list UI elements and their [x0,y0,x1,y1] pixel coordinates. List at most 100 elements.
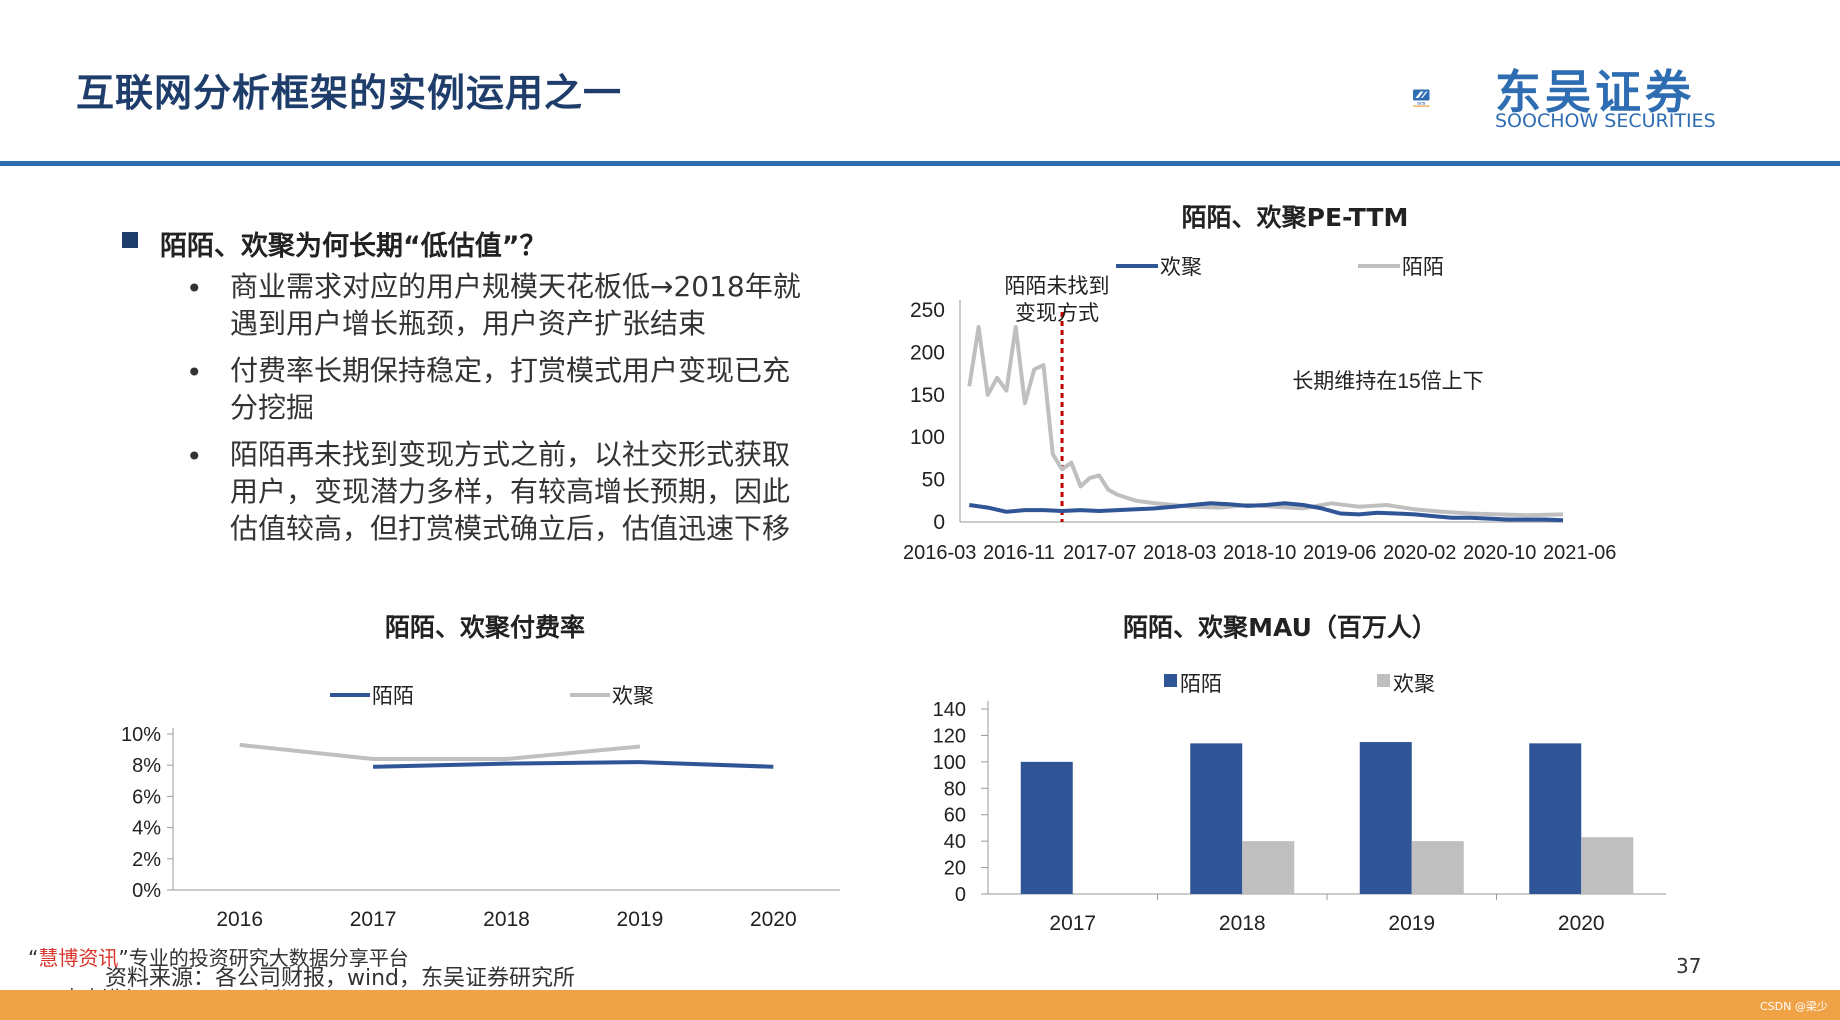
watermark-line-1: “慧博资讯”专业的投资研究大数据分享平台 [28,942,409,971]
payrate-series-line-huanju [239,742,641,761]
bullet-dot-icon: • [186,356,203,389]
payrate-y-tick-label: 2% [132,849,161,871]
logo-mark: SCS [1413,89,1430,107]
pe-legend-label: 陌陌 [1402,256,1444,279]
mau-y-tick-label: 60 [944,805,966,827]
bullet-2-line-1: 付费率长期保持稳定，打赏模式用户变现已充 [230,354,791,387]
pe-y-tick-label: 100 [910,426,945,449]
mau-y-tick-label: 0 [955,884,966,906]
mau-axes: 0 20 40 60 80 100 120 140 2017 2018 2019 2020 [933,699,1666,935]
mau-bar-momo-2020 [1529,743,1582,894]
logo-mark-text: SCS [1417,101,1426,106]
payrate-y-tick-label: 0% [132,880,161,902]
bullet-3-line-1: 陌陌再未找到变现方式之前，以社交形式获取 [230,438,791,471]
mau-bar-momo-2019 [1359,742,1412,894]
logo-name-cn: 东吴证券 [1495,65,1695,119]
payrate-y-tick-label: 6% [132,786,161,808]
header-divider [0,161,1840,166]
pe-legend-label: 欢聚 [1160,256,1202,279]
payrate-legend-label: 欢聚 [612,685,654,708]
payrate-y-tick-label: 4% [132,818,161,840]
pe-legend: 欢聚 陌陌 [1116,256,1444,279]
payrate-x-tick-label: 2019 [617,908,664,931]
watermark-tagline: ”专业的投资研究大数据分享平台 [118,946,409,970]
payrate-chart-title: 陌陌、欢聚付费率 [384,613,585,642]
payrate-x-tick-label: 2016 [216,908,263,931]
pe-x-tick-label: 2020-02 [1383,542,1456,564]
bullet-2-line-2: 分挖掘 [230,391,315,424]
pe-x-tick-label: 2020-10 [1463,542,1536,564]
payrate-chart: 陌陌 欢聚 0% 2% 4% 6% 8% 10% 2016 2017 2018 2019 2020 [121,685,840,931]
mau-y-tick-label: 40 [944,831,966,853]
watermark-quote-open: “ [28,946,39,970]
mau-y-tick-label: 80 [944,778,966,800]
pe-series [967,325,1564,523]
bullet-dot-icon: • [186,272,203,305]
pe-annotation-left-line-2: 变现方式 [1015,302,1099,325]
mau-bar-momo-2017 [1020,761,1073,894]
payrate-y-tick-label: 10% [121,724,161,746]
bullet-3: 陌陌再未找到变现方式之前，以社交形式获取 用户，变现潜力多样，有较高增长预期，因… [230,436,870,547]
pe-axes: 0 50 100 150 200 250 2016-03 2016-11 2017-07 2018… [903,299,1616,564]
pe-x-tick-label: 2016-03 [903,542,976,564]
mau-x-tick-label: 2017 [1049,912,1096,935]
mau-y-tick-label: 120 [933,725,966,747]
bullet-2: 付费率长期保持稳定，打赏模式用户变现已充 分挖掘 [230,352,870,426]
footer-bar [0,990,1840,1020]
mau-bar-huanju-2019 [1411,841,1464,894]
source-note: 资料来源：各公司财报，wind，东吴证券研究所 [105,966,576,991]
bullet-3-line-3: 估值较高，但打赏模式确立后，估值迅速下移 [230,512,791,545]
mau-chart-title: 陌陌、欢聚MAU（百万人） [1123,613,1437,642]
mau-legend-swatch [1164,674,1177,687]
bullet-3-line-2: 用户，变现潜力多样，有较高增长预期，因此 [230,475,791,508]
csdn-credit: CSDN @梁少 [1760,1000,1828,1013]
mau-legend: 陌陌 欢聚 [1164,673,1435,696]
pe-x-tick-label: 2019-06 [1303,542,1376,564]
pe-y-tick-label: 150 [910,384,945,407]
bullet-1-line-1: 商业需求对应的用户规模天花板低→2018年就 [230,270,801,303]
payrate-y-tick-label: 8% [132,755,161,777]
heading-square-icon [122,232,138,248]
mau-x-tick-label: 2019 [1388,912,1435,935]
pe-x-tick-label: 2018-03 [1143,542,1216,564]
payrate-x-tick-label: 2020 [750,908,797,931]
mau-x-tick-label: 2020 [1558,912,1605,935]
pe-y-tick-label: 250 [910,299,945,322]
mau-bar-huanju-2020 [1581,837,1634,894]
mau-legend-swatch [1377,674,1390,687]
payrate-legend-label: 陌陌 [372,685,414,708]
pe-chart: 欢聚 陌陌 0 50 100 150 200 250 2016-03 2016-11 2017-0… [903,256,1616,564]
mau-bar-momo-2018 [1190,743,1243,894]
pe-series-line-huanju [969,501,1564,523]
payrate-x-tick-label: 2018 [483,908,530,931]
mau-legend-label: 陌陌 [1180,673,1222,696]
mau-series [1020,742,1634,894]
bullet-1-line-2: 遇到用户增长瓶颈，用户资产扩张结束 [230,307,707,340]
pe-x-tick-label: 2021-06 [1543,542,1616,564]
payrate-x-tick-label: 2017 [350,908,397,931]
pe-y-tick-label: 200 [910,341,945,364]
mau-y-tick-label: 20 [944,858,966,880]
payrate-series [239,742,774,769]
pe-x-tick-label: 2018-10 [1223,542,1296,564]
mau-legend-label: 欢聚 [1393,673,1435,696]
bullet-1: 商业需求对应的用户规模天花板低→2018年就 遇到用户增长瓶颈，用户资产扩张结束 [230,268,870,342]
page-number: 37 [1676,954,1702,978]
payrate-legend: 陌陌 欢聚 [330,685,654,708]
bullet-dot-icon: • [186,440,203,473]
pe-series-line-momo [967,325,1564,518]
mau-chart: 陌陌 欢聚 0 20 40 60 80 100 120 140 2017 2018 2019 2020 [933,673,1666,935]
page-title: 互联网分析框架的实例运用之一 [76,71,623,115]
pe-x-tick-label: 2017-07 [1063,542,1136,564]
payrate-axes: 0% 2% 4% 6% 8% 10% 2016 2017 2018 2019 2020 [121,724,840,931]
logo-name-en: SOOCHOW SECURITIES [1495,110,1716,132]
pe-x-tick-label: 2016-11 [983,542,1055,564]
pe-y-tick-label: 0 [933,511,945,534]
mau-y-tick-label: 100 [933,752,966,774]
pe-y-tick-label: 50 [922,469,945,492]
pe-annotation-right: 长期维持在15倍上下 [1292,370,1483,393]
section-heading: 陌陌、欢聚为何长期“低估值”？ [160,231,547,262]
mau-x-tick-label: 2018 [1219,912,1266,935]
watermark-brand: 慧博资讯 [38,946,119,970]
mau-bar-huanju-2018 [1242,841,1295,894]
